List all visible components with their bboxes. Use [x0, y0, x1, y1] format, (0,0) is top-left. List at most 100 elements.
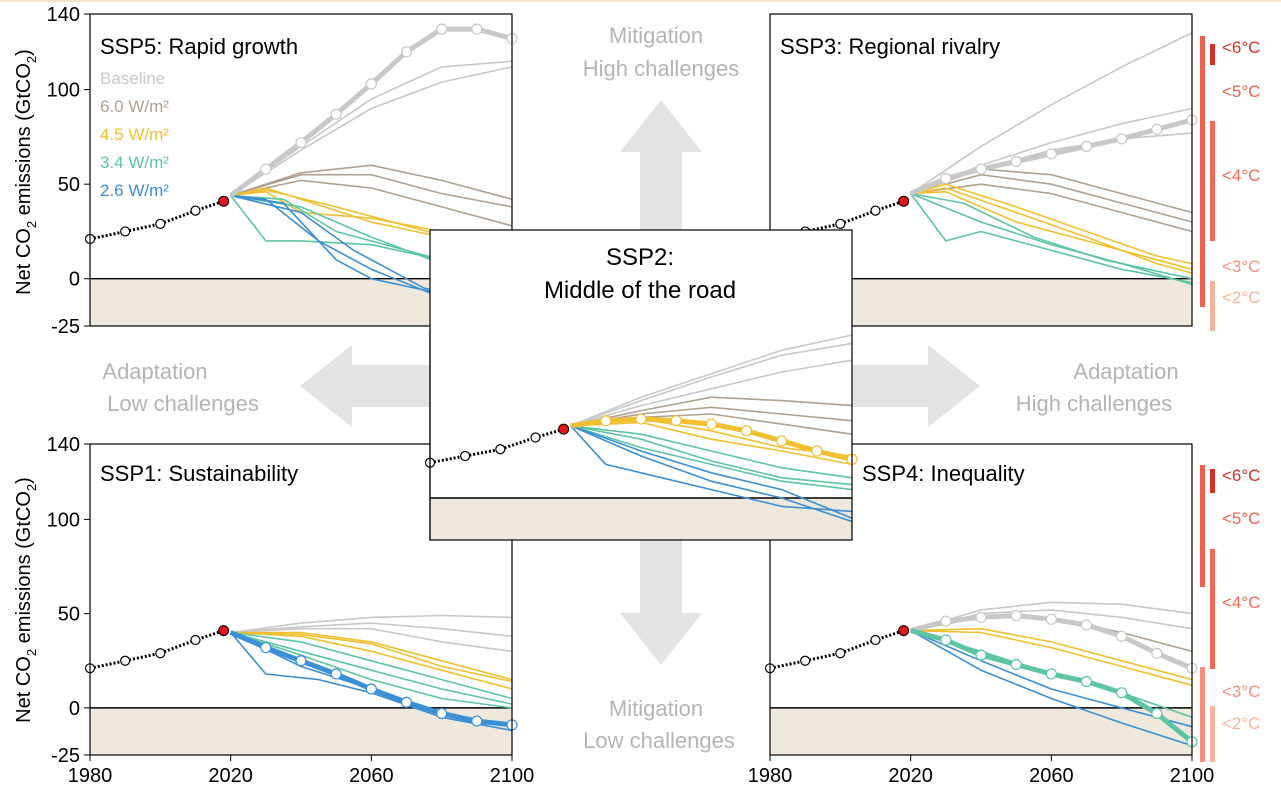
series-line-45wm	[910, 629, 1193, 687]
historical-point	[155, 218, 166, 229]
series-line-45wm	[230, 631, 513, 690]
historical-point	[835, 218, 846, 229]
historical-point	[155, 648, 166, 659]
title-ssp5: SSP5: Rapid growth	[100, 34, 298, 59]
y-tick-label: 100	[47, 80, 80, 102]
legend-baseline: Baseline	[100, 69, 165, 88]
panel-frame	[769, 443, 1193, 756]
marker-point	[940, 615, 952, 627]
series-line-34wm	[230, 631, 513, 700]
temperature-scale-bottom	[1200, 465, 1215, 762]
title-ssp2-line2: Middle of the road	[544, 277, 736, 304]
marker-point	[940, 634, 952, 646]
x-tick-label: 2100	[1170, 765, 1215, 787]
marker-point	[365, 78, 377, 90]
panel-ssp2	[424, 229, 858, 541]
x-tick-label: 2060	[1029, 765, 1074, 787]
marker-point	[1151, 707, 1163, 720]
series-line-45wm	[570, 421, 853, 466]
left-arrow-text-2: Low challenges	[107, 391, 259, 416]
historical-point	[120, 655, 131, 666]
present-day-point	[898, 195, 910, 207]
present-day-point	[218, 625, 230, 637]
series-line-26wm	[570, 425, 853, 513]
top-arrow-text-1: Mitigation	[609, 23, 703, 48]
marker-point	[365, 683, 377, 695]
series-line-baseline	[230, 627, 513, 653]
series-line-baseline	[570, 359, 853, 427]
marker-point	[975, 649, 987, 661]
y-tick-label: 0	[69, 269, 80, 291]
temperature-labels: <6°C <5°C <4°C <3°C <2°C <6°C <5°C <4°C …	[1222, 38, 1260, 733]
arrow-right	[852, 345, 980, 427]
historical-point	[835, 648, 846, 659]
x-tick-label: 2060	[349, 765, 394, 787]
temp-label-3c-bottom: <3°C	[1222, 682, 1260, 701]
series-line-baseline	[910, 601, 1193, 632]
present-day-point	[898, 625, 910, 637]
series-line-45wm	[230, 631, 513, 683]
x-ticks: 1980 2020 2060 2100 1980 2020 2060 2100	[68, 755, 1215, 787]
top-arrow-text-2: High challenges	[583, 56, 740, 81]
plot-area	[430, 230, 852, 540]
marker-point	[1116, 133, 1128, 145]
marker-point	[600, 415, 612, 427]
legend-2-6: 2.6 W/m²	[100, 181, 169, 200]
present-day-point	[558, 423, 570, 435]
temp-bar-lower-bottom	[1200, 667, 1205, 762]
series-line-26wm	[910, 629, 1193, 747]
series-line-34wm	[910, 192, 1193, 286]
historical-point	[190, 634, 201, 646]
right-arrow-text-2: High challenges	[1016, 391, 1173, 416]
x-tick-label: 2100	[490, 765, 535, 787]
arrow-down	[620, 540, 702, 665]
series-line-45wm	[910, 627, 1193, 681]
series-line-26wm	[570, 425, 853, 519]
temp-bar-6c-top	[1210, 44, 1215, 65]
temp-label-4c-bottom: <4°C	[1222, 593, 1260, 612]
marker-point	[471, 715, 483, 727]
title-ssp1: SSP1: Sustainability	[100, 461, 298, 486]
panel-frame	[89, 13, 513, 327]
marker-point	[400, 46, 413, 58]
series-line-34wm	[570, 425, 853, 491]
series-line-60wm	[910, 173, 1193, 223]
legend-6-0: 6.0 W/m²	[100, 97, 169, 116]
marker-point	[1080, 619, 1093, 631]
series-line-45wm	[910, 190, 1193, 271]
temp-bar-upper-bottom	[1200, 465, 1205, 587]
marker-point	[330, 108, 342, 120]
x-tick-label: 2020	[888, 765, 933, 787]
left-arrow-text-1: Adaptation	[102, 359, 207, 384]
historical-point	[800, 655, 811, 666]
series-line-26wm	[230, 631, 513, 732]
marker-point	[400, 696, 413, 708]
temp-bar-4c-top	[1210, 121, 1215, 241]
marker-point	[1116, 630, 1128, 642]
panel-ssp4	[764, 443, 1198, 756]
temp-label-6c-top: <6°C	[1222, 38, 1260, 57]
negative-emissions-zone	[770, 707, 1192, 755]
series-line-34wm	[570, 425, 853, 486]
series-line-26wm	[910, 629, 1193, 728]
y-ticks-top: 140 100 50 0 -25	[47, 4, 90, 338]
temp-label-4c-top: <4°C	[1222, 166, 1260, 185]
historical-point	[190, 205, 201, 216]
x-tick-label: 1980	[748, 765, 793, 787]
temp-bar-6c-bottom	[1210, 469, 1215, 493]
y-tick-label: 50	[58, 604, 80, 626]
series-line-34wm	[910, 193, 1193, 284]
marker-point	[1010, 609, 1022, 622]
marker-point	[1010, 155, 1022, 168]
temperature-scale-top	[1200, 36, 1215, 331]
title-ssp3: SSP3: Regional rivalry	[780, 34, 1000, 59]
arrow-up	[620, 100, 702, 230]
y-tick-label: 100	[47, 509, 80, 531]
temp-bar-2c-bottom	[1210, 706, 1215, 762]
temp-label-2c-top: <2°C	[1222, 288, 1260, 307]
series-line-26wm	[570, 425, 853, 523]
marker-point	[1045, 148, 1057, 160]
series-line-34wm	[230, 631, 513, 709]
legend-3-4: 3.4 W/m²	[100, 153, 169, 172]
